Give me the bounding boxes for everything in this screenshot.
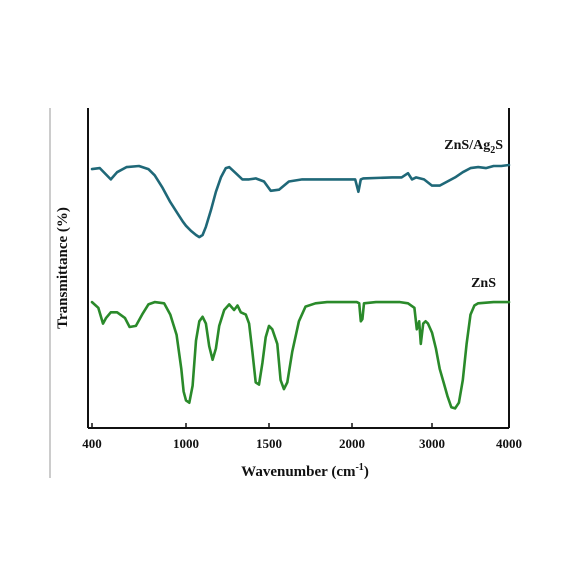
series-label-zns-ag2s-sub: 2 [490, 145, 495, 156]
x-tick-label-1500: 1500 [256, 436, 282, 451]
series-label-zns-ag2s-main: ZnS/Ag [444, 138, 490, 153]
x-tick-label-1000: 1000 [173, 436, 199, 451]
x-axis-label-main: Wavenumber (cm [241, 464, 356, 480]
x-axis-ticks: 400 1000 1500 2000 3000 4000 [82, 423, 522, 451]
x-tick-label-400: 400 [82, 436, 102, 451]
x-tick-label-2000: 2000 [339, 436, 365, 451]
series-label-zns-ag2s: ZnS/Ag2S [444, 138, 503, 156]
x-tick-label-4000: 4000 [496, 436, 522, 451]
series-label-zns-ag2s-end: S [495, 138, 503, 153]
series-label-zns: ZnS [471, 276, 496, 291]
y-axis-label: Transmittance (%) [55, 207, 71, 329]
series-line-zns-ag2s [90, 163, 511, 239]
x-axis-label: Wavenumber (cm-1) [241, 462, 369, 480]
x-tick-label-3000: 3000 [419, 436, 445, 451]
x-axis-label-sup: -1 [355, 462, 363, 473]
x-axis-label-end: ) [364, 464, 369, 480]
series-line-zns [90, 300, 511, 410]
series-layer [90, 163, 511, 410]
